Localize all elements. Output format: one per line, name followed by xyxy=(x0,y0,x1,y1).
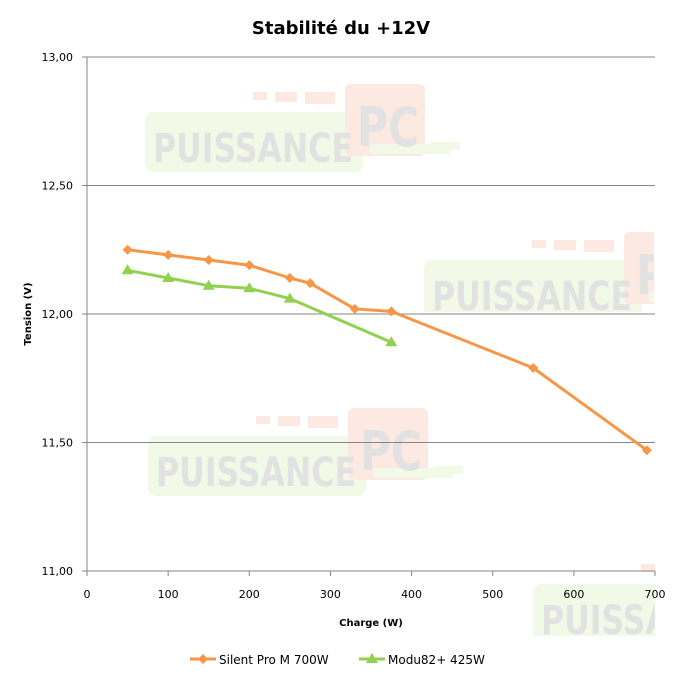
x-tick-label: 600 xyxy=(563,588,584,601)
gridlines xyxy=(82,56,655,572)
data-point xyxy=(203,255,214,266)
data-point xyxy=(163,249,174,260)
data-point xyxy=(528,362,539,373)
y-tick-label: 13,00 xyxy=(42,51,74,64)
data-point xyxy=(385,336,398,347)
data-point xyxy=(122,244,133,255)
data-series xyxy=(121,244,652,456)
data-point xyxy=(349,303,360,314)
data-point xyxy=(243,282,256,293)
data-point xyxy=(641,445,652,456)
y-axis-tick-labels: 11,00 11,50 12,00 12,50 13,00 xyxy=(42,51,74,578)
data-point xyxy=(202,279,215,290)
legend-item-silent-pro[interactable]: Silent Pro M 700W xyxy=(190,653,329,667)
x-tick-label: 200 xyxy=(239,588,260,601)
svg-text:PUISSANCE: PUISSANCE xyxy=(156,450,356,496)
series-silent-pro-m-700w xyxy=(122,244,652,456)
axes xyxy=(86,57,656,576)
legend-item-modu82[interactable]: Modu82+ 425W xyxy=(359,653,485,667)
x-tick-label: 100 xyxy=(158,588,179,601)
y-tick-label: 11,00 xyxy=(42,565,74,578)
data-point xyxy=(162,272,175,283)
triangle-marker-icon xyxy=(366,653,378,663)
x-tick-label: 500 xyxy=(482,588,503,601)
x-tick-label: 400 xyxy=(401,588,422,601)
x-axis-tick-labels: 0 100 200 300 400 500 600 700 xyxy=(84,588,666,601)
data-point xyxy=(284,273,295,284)
x-tick-label: 300 xyxy=(320,588,341,601)
data-point xyxy=(386,306,397,317)
watermark-group: PUISSANCEPCPUISSANCEPCPUISSANCEPCPUISSAN… xyxy=(145,84,682,644)
y-axis-label: Tension (V) xyxy=(23,282,34,345)
svg-text:PC: PC xyxy=(360,420,422,483)
svg-text:PUISSANCE: PUISSANCE xyxy=(541,598,682,644)
y-tick-label: 12,50 xyxy=(42,180,74,193)
series-modu82-425w xyxy=(121,264,398,347)
x-axis-label: Charge (W) xyxy=(339,618,403,629)
y-tick-label: 12,00 xyxy=(42,308,74,321)
svg-text:PUISSANCE: PUISSANCE xyxy=(153,126,353,172)
svg-text:PUISSANCE: PUISSANCE xyxy=(432,274,632,320)
y-tick-label: 11,50 xyxy=(42,437,74,450)
legend-label: Silent Pro M 700W xyxy=(219,653,329,667)
data-point xyxy=(305,278,316,289)
legend: Silent Pro M 700W Modu82+ 425W xyxy=(190,653,485,667)
data-point xyxy=(244,260,255,271)
svg-text:PC: PC xyxy=(357,96,419,159)
data-point xyxy=(283,292,296,303)
svg-text:PC: PC xyxy=(636,244,682,307)
chart-title: Stabilité du +12V xyxy=(252,18,430,39)
data-point xyxy=(121,264,134,275)
x-tick-label: 0 xyxy=(84,588,91,601)
diamond-marker-icon xyxy=(198,654,208,664)
legend-label: Modu82+ 425W xyxy=(388,653,485,667)
x-tick-label: 700 xyxy=(645,588,666,601)
